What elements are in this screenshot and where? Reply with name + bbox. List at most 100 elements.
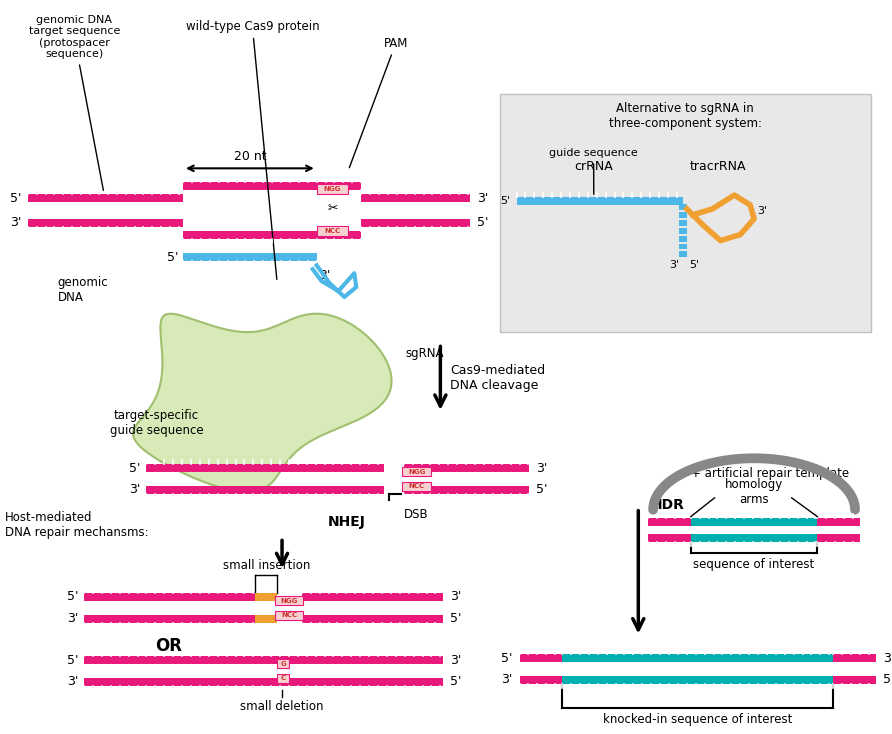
Text: small deletion: small deletion [240,700,324,713]
Text: crRNA: crRNA [574,160,613,172]
Text: 5': 5' [67,590,78,603]
Text: sgRNA: sgRNA [406,347,444,360]
Text: 20 nt: 20 nt [234,150,266,164]
Bar [301,593,443,601]
Text: HDR: HDR [651,498,685,512]
Text: ✂: ✂ [327,202,338,215]
Bar [301,614,443,622]
Text: genomic DNA
target sequence
(protospacer
sequence): genomic DNA target sequence (protospacer… [29,15,120,190]
Bar [519,676,562,684]
Text: 5': 5' [450,675,462,688]
Bar [679,219,687,226]
Text: 5': 5' [67,654,78,666]
Text: NGG: NGG [280,597,298,604]
Bar [519,654,562,662]
Text: NGG: NGG [408,469,425,475]
Text: 5': 5' [167,251,178,264]
Bar [317,184,349,194]
Text: 3': 3' [477,192,488,205]
Text: NGG: NGG [324,186,342,192]
Text: 5': 5' [500,196,510,206]
Bar [679,252,687,258]
Bar [146,464,384,472]
Bar [84,593,255,601]
Text: 3': 3' [67,675,78,688]
Text: 3': 3' [450,590,462,603]
Text: NHEJ: NHEJ [327,515,366,528]
Bar [401,482,432,491]
Bar [84,614,255,622]
Bar [255,614,277,622]
Text: PAM: PAM [350,37,408,167]
Text: G: G [280,661,286,667]
Text: 5': 5' [11,192,21,205]
Bar [255,593,277,601]
Bar [183,182,361,190]
Text: DSB: DSB [404,508,428,520]
Text: wild-type Cas9 protein: wild-type Cas9 protein [186,20,319,280]
Bar [84,656,443,664]
Bar [817,517,860,526]
Bar [361,219,470,227]
Bar [562,654,833,662]
Bar [833,654,876,662]
Bar [679,244,687,250]
Bar [833,676,876,684]
Text: guide sequence: guide sequence [549,148,638,195]
Bar [361,194,470,202]
Text: 3': 3' [450,654,462,666]
Bar [648,517,690,526]
Bar [401,467,432,476]
Text: NCC: NCC [281,611,297,617]
Text: 3': 3' [11,217,21,229]
Text: 3': 3' [883,652,892,665]
Text: genomic
DNA: genomic DNA [57,276,108,304]
Bar [817,534,860,542]
Text: Host-mediated
DNA repair mechansms:: Host-mediated DNA repair mechansms: [5,511,149,539]
Bar [84,678,443,686]
Text: 3': 3' [501,674,513,686]
Bar [146,486,384,494]
Bar [690,534,817,542]
Text: + artificial repair template: + artificial repair template [690,467,849,479]
Text: 3': 3' [129,484,141,496]
Text: 5': 5' [501,652,513,665]
Text: 3': 3' [669,261,679,270]
Bar [679,212,687,218]
Bar [404,486,530,494]
Bar [404,464,530,472]
Text: knocked-in sequence of interest: knocked-in sequence of interest [603,713,792,726]
Bar [275,611,302,619]
Bar [275,596,302,605]
Text: 5': 5' [689,261,699,270]
Text: NCC: NCC [325,228,341,233]
Bar [562,676,833,684]
Polygon shape [133,313,392,492]
Text: 3': 3' [319,269,330,282]
Text: homology
arms: homology arms [725,478,783,506]
Text: NCC: NCC [409,483,425,489]
Bar [28,219,183,227]
Text: 5': 5' [129,462,141,475]
Bar [500,94,871,332]
Bar [277,674,289,683]
Bar [183,230,361,239]
Bar [679,236,687,241]
Text: Cas9-mediated
DNA cleavage: Cas9-mediated DNA cleavage [450,364,545,392]
Bar [317,226,349,236]
Text: sequence of interest: sequence of interest [693,559,814,571]
Text: 3': 3' [67,612,78,625]
Bar [516,197,683,205]
Text: Alternative to sgRNA in
three-component system:: Alternative to sgRNA in three-component … [609,102,762,130]
Text: 5': 5' [450,612,462,625]
Bar [690,517,817,526]
Text: target-specific
guide sequence: target-specific guide sequence [110,409,203,437]
Text: small insertion: small insertion [222,559,310,572]
Text: 3': 3' [757,206,767,216]
Bar [183,253,317,261]
Text: 5': 5' [477,217,489,229]
Bar [277,659,289,668]
Text: 5': 5' [536,484,548,496]
Text: C: C [280,675,285,681]
Text: 3': 3' [536,462,548,475]
